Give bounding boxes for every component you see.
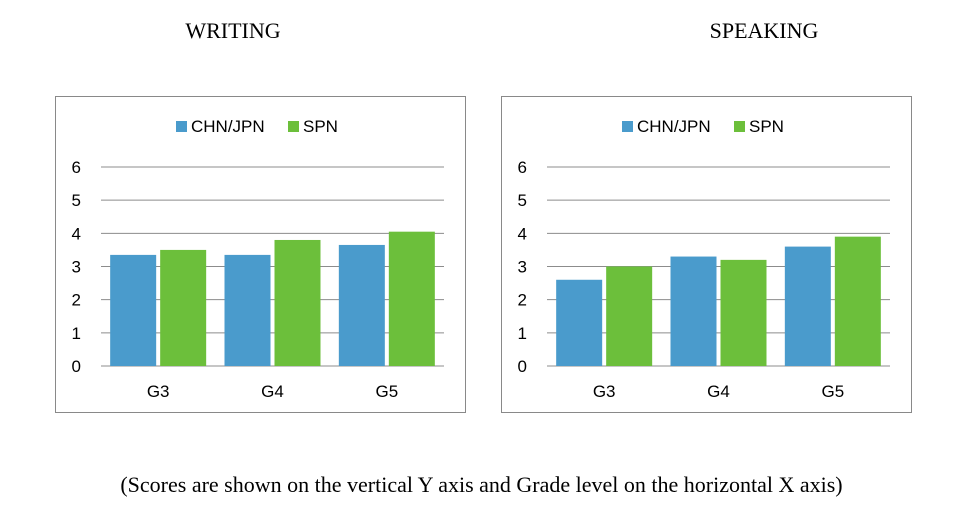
writing-ytick-label: 2 xyxy=(72,291,81,310)
speaking-ytick-label: 4 xyxy=(518,224,527,243)
speaking-legend-swatch-chn-jpn xyxy=(622,121,633,132)
writing-xtick-label: G4 xyxy=(261,382,284,401)
speaking-legend-label-spn: SPN xyxy=(749,117,784,136)
speaking-bar-chn-jpn-g4 xyxy=(670,256,717,366)
writing-bar-spn-g5 xyxy=(388,231,435,366)
speaking-ytick-label: 5 xyxy=(518,191,527,210)
speaking-bar-spn-g3 xyxy=(606,266,653,366)
writing-ytick-label: 5 xyxy=(72,191,81,210)
speaking-chart: 0 1 2 3 4 5 6 G3 G4 G5 CHN/JPN SPN xyxy=(501,96,912,413)
writing-bar-chn-jpn-g5 xyxy=(338,244,385,366)
speaking-ytick-label: 0 xyxy=(518,357,527,376)
writing-ytick-label: 1 xyxy=(72,324,81,343)
speaking-bar-chn-jpn-g5 xyxy=(784,246,831,366)
writing-xtick-label: G5 xyxy=(375,382,398,401)
writing-legend-label-chn-jpn: CHN/JPN xyxy=(191,117,265,136)
speaking-bar-chn-jpn-g3 xyxy=(556,279,603,366)
writing-ytick-label: 6 xyxy=(72,158,81,177)
writing-ytick-label: 0 xyxy=(72,357,81,376)
writing-legend-label-spn: SPN xyxy=(303,117,338,136)
writing-bar-chn-jpn-g3 xyxy=(110,254,157,366)
writing-chart-svg: 0 1 2 3 4 5 6 G3 G4 G5 CHN/JPN SPN xyxy=(72,117,444,401)
writing-bar-chn-jpn-g4 xyxy=(224,254,271,366)
speaking-xtick-label: G3 xyxy=(593,382,616,401)
speaking-chart-title: SPEAKING xyxy=(709,18,819,43)
writing-legend-swatch-chn-jpn xyxy=(176,121,187,132)
speaking-ytick-label: 2 xyxy=(518,291,527,310)
writing-xtick-label: G3 xyxy=(147,382,170,401)
writing-chart-title: WRITING xyxy=(185,18,281,43)
speaking-xtick-label: G4 xyxy=(707,382,730,401)
figure-caption: (Scores are shown on the vertical Y axis… xyxy=(120,472,843,497)
speaking-ytick-label: 1 xyxy=(518,324,527,343)
speaking-bar-spn-g5 xyxy=(834,236,881,366)
writing-bar-spn-g4 xyxy=(274,239,321,366)
speaking-legend-swatch-spn xyxy=(734,121,745,132)
speaking-chart-svg: 0 1 2 3 4 5 6 G3 G4 G5 CHN/JPN SPN xyxy=(518,117,890,401)
writing-legend-swatch-spn xyxy=(288,121,299,132)
speaking-bar-spn-g4 xyxy=(720,259,767,366)
speaking-ytick-label: 6 xyxy=(518,158,527,177)
speaking-legend-label-chn-jpn: CHN/JPN xyxy=(637,117,711,136)
speaking-ytick-label: 3 xyxy=(518,258,527,277)
writing-bar-spn-g3 xyxy=(160,249,207,366)
writing-chart: 0 1 2 3 4 5 6 G3 G4 G5 CHN/JPN SPN xyxy=(55,96,466,413)
speaking-xtick-label: G5 xyxy=(821,382,844,401)
writing-ytick-label: 3 xyxy=(72,258,81,277)
writing-ytick-label: 4 xyxy=(72,224,81,243)
